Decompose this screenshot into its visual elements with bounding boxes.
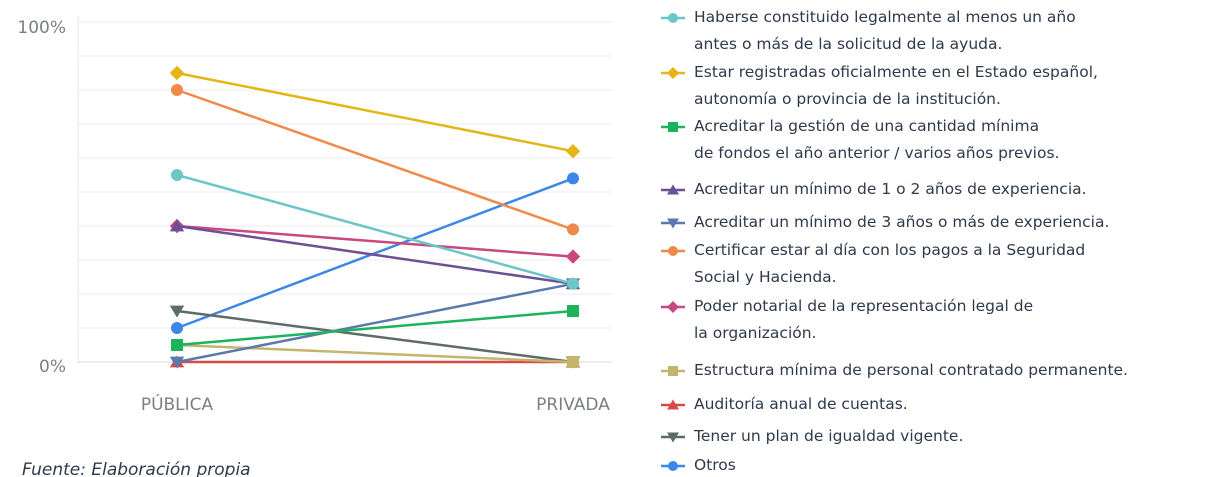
marker [668, 246, 678, 256]
legend-item[interactable]: Auditoría anual de cuentas. [660, 391, 908, 418]
legend-icon [661, 122, 685, 132]
marker [565, 249, 581, 264]
series-line [176, 309, 574, 347]
legend-item[interactable]: Acreditar la gestión de una cantidad mín… [660, 113, 1059, 167]
marker [171, 84, 183, 96]
marker [567, 172, 579, 185]
legend-label: Haberse constituido legalmente al menos … [694, 8, 1076, 53]
marker [667, 67, 679, 79]
legend-item[interactable]: Certificar estar al día con los pagos a … [660, 237, 1085, 291]
marker [668, 13, 678, 23]
marker [668, 366, 678, 376]
marker [565, 144, 581, 159]
legend-icon [661, 461, 685, 471]
chart: Fuente: Elaboración propia 0% 100% PÚBLICA… [17, 16, 612, 477]
marker [171, 169, 183, 181]
legend-label: Estar registradas oficialmente en el Est… [694, 63, 1098, 108]
marker [668, 122, 678, 132]
marker [169, 356, 185, 369]
legend-item[interactable]: Estar registradas oficialmente en el Est… [660, 59, 1098, 113]
legend-label: Acreditar la gestión de una cantidad mín… [694, 117, 1060, 162]
series-line [176, 88, 574, 231]
legend-label: Estructura mínima de personal contratado… [694, 361, 1128, 379]
legend-item[interactable]: Estructura mínima de personal contratado… [660, 357, 1128, 384]
marker [667, 218, 679, 229]
marker [567, 356, 579, 368]
marker [667, 301, 679, 313]
legend-icon [661, 366, 685, 376]
legend-item[interactable]: Tener un plan de igualdad vigente. [660, 423, 963, 450]
legend-label: Auditoría anual de cuentas. [694, 395, 908, 413]
y-tick-label: 0% [39, 357, 66, 377]
marker [169, 305, 185, 318]
source: Fuente: Elaboración propia [22, 460, 251, 477]
legend-icon [661, 246, 685, 256]
marker [169, 65, 185, 81]
marker [667, 432, 679, 443]
legend-label: Otros [694, 456, 736, 474]
legend-label: Acreditar un mínimo de 1 o 2 años de exp… [694, 180, 1087, 198]
marker [668, 461, 678, 471]
series-line [176, 177, 574, 330]
legend-icon [661, 13, 685, 23]
legend-label: Certificar estar al día con los pagos a … [694, 241, 1086, 286]
y-tick-label: 100% [17, 18, 66, 38]
legend-item[interactable]: Acreditar un mínimo de 3 años o más de e… [660, 209, 1109, 236]
x-tick-label: PÚBLICA [141, 393, 214, 415]
legend-label: Acreditar un mínimo de 3 años o más de e… [694, 213, 1110, 231]
legend-icon [661, 432, 685, 443]
series-line [176, 224, 574, 258]
marker [567, 223, 579, 236]
marker [567, 277, 579, 290]
legend-item[interactable]: Haberse constituido legalmente al menos … [660, 4, 1076, 58]
series-line [176, 224, 574, 286]
legend-icon [661, 301, 685, 313]
marker [171, 322, 183, 334]
marker [169, 219, 185, 232]
marker [171, 339, 183, 351]
legend-icon [661, 67, 685, 79]
legend-icon [661, 184, 685, 195]
legend-item[interactable]: Acreditar un mínimo de 1 o 2 años de exp… [660, 176, 1087, 203]
legend-icon [661, 399, 685, 410]
legend-icon [661, 218, 685, 229]
marker [667, 184, 679, 195]
x-tick-label: PRIVADA [536, 395, 610, 415]
legend-label: Tener un plan de igualdad vigente. [694, 427, 964, 445]
series-line [176, 71, 574, 153]
series-line [176, 173, 574, 286]
legend-item[interactable]: Poder notarial de la representación lega… [660, 293, 1033, 347]
series-line [176, 309, 574, 364]
legend-item[interactable]: Otros [660, 452, 736, 477]
marker [667, 399, 679, 410]
marker [567, 305, 579, 317]
legend-label: Poder notarial de la representación lega… [694, 297, 1034, 342]
series-line [176, 282, 574, 364]
